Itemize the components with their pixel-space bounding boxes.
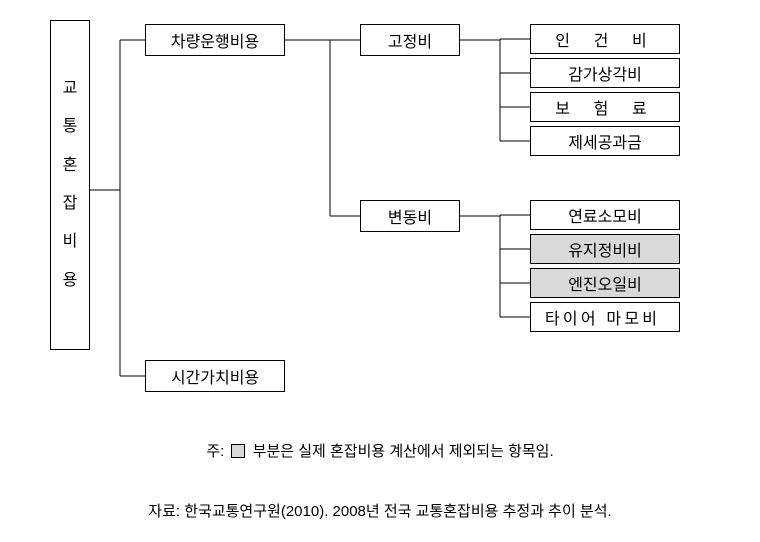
- node-labor: 인 건 비: [530, 24, 680, 54]
- node-fixed-cost: 고정비: [360, 24, 460, 56]
- root-char: 잡: [63, 185, 78, 223]
- node-insurance: 보 험 료: [530, 92, 680, 122]
- node-engine-oil: 엔진오일비: [530, 268, 680, 298]
- root-char: 교: [63, 70, 78, 108]
- node-time-value: 시간가치비용: [145, 360, 285, 392]
- legend-note: 주: 부분은 실제 혼잡비용 계산에서 제외되는 항목임.: [0, 440, 760, 461]
- node-tire-wear: 타이어 마모비: [530, 302, 680, 332]
- legend-note-suffix: 부분은 실제 혼잡비용 계산에서 제외되는 항목임.: [253, 443, 554, 460]
- node-taxes: 제세공과금: [530, 126, 680, 156]
- node-depreciation: 감가상각비: [530, 58, 680, 88]
- legend-source: 자료: 한국교통연구원(2010). 2008년 전국 교통혼잡비용 추정과 추…: [0, 500, 760, 521]
- root-char: 혼: [63, 147, 78, 185]
- node-maintenance: 유지정비비: [530, 234, 680, 264]
- root-node: 교통혼잡비용: [50, 20, 90, 350]
- root-char: 비: [63, 223, 78, 261]
- node-fuel: 연료소모비: [530, 200, 680, 230]
- legend-note-prefix: 주:: [206, 443, 228, 460]
- root-char: 용: [63, 262, 78, 300]
- tree-diagram: 교통혼잡비용 차량운행비용 시간가치비용 고정비 변동비 인 건 비 감가상각비…: [50, 10, 710, 420]
- legend-swatch-icon: [231, 444, 245, 458]
- root-char: 통: [63, 108, 78, 146]
- node-variable-cost: 변동비: [360, 200, 460, 232]
- node-vehicle-op: 차량운행비용: [145, 24, 285, 56]
